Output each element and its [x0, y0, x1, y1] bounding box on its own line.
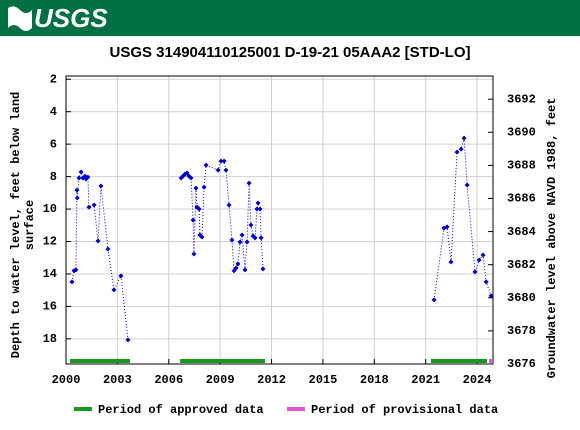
data-point: [86, 204, 92, 210]
data-point: [111, 287, 117, 293]
legend-label: Period of provisional data: [311, 403, 498, 417]
data-point: [73, 267, 79, 273]
y-tick-label: 12: [43, 235, 57, 249]
chart-title: USGS 314904110125001 D-19-21 05AAA2 [STD…: [109, 44, 470, 61]
data-point: [233, 265, 239, 271]
x-tick-label: 2006: [154, 373, 183, 387]
data-point: [95, 238, 101, 244]
y2-tick-label: 3682: [507, 258, 536, 272]
y-tick-label: 14: [43, 267, 57, 281]
y2-tick-label: 3686: [507, 192, 536, 206]
data-point: [255, 200, 261, 206]
data-point: [454, 149, 460, 155]
data-point: [480, 252, 486, 258]
y2-axis-label: Groundwater level above NAVD 1988, feet: [545, 98, 559, 379]
data-point: [223, 167, 229, 173]
data-point: [483, 279, 489, 285]
data-point: [260, 266, 266, 272]
data-line: [71, 170, 129, 340]
data-point: [472, 269, 478, 275]
y2-tick-label: 3690: [507, 125, 536, 139]
data-line: [433, 138, 492, 300]
data-point: [191, 251, 197, 257]
y-tick-label: 4: [50, 105, 57, 119]
data-point: [199, 234, 205, 240]
y-tick-label: 6: [50, 137, 57, 151]
data-point: [76, 175, 82, 181]
x-tick-label: 2012: [257, 373, 286, 387]
data-point: [226, 202, 232, 208]
logo-icon: [8, 6, 32, 32]
data-point: [448, 259, 454, 265]
data-point: [125, 337, 131, 343]
x-tick-label: 2024: [463, 373, 492, 387]
data-point: [118, 273, 124, 279]
data-point: [488, 293, 494, 299]
data-point: [461, 135, 467, 141]
y-tick-label: 16: [43, 300, 57, 314]
y2-tick-label: 3684: [507, 225, 536, 239]
data-point: [246, 180, 252, 186]
header-bar: [0, 0, 580, 36]
y-axis-label: Depth to water level, feet below land: [9, 92, 23, 358]
data-point: [85, 174, 91, 180]
x-tick-label: 2021: [411, 373, 440, 387]
data-point: [69, 279, 75, 285]
period-bar: [430, 359, 488, 363]
data-point: [254, 206, 260, 212]
y-tick-label: 8: [50, 170, 57, 184]
period-bar: [69, 359, 131, 363]
y-tick-label: 18: [43, 332, 57, 346]
y2-tick-label: 3688: [507, 159, 536, 173]
data-point: [248, 222, 254, 228]
data-point: [91, 202, 97, 208]
data-point: [229, 237, 235, 243]
data-point: [78, 169, 84, 175]
y2-tick-label: 3692: [507, 92, 536, 106]
data-point: [193, 185, 199, 191]
data-point: [458, 146, 464, 152]
x-tick-label: 2003: [103, 373, 132, 387]
data-point: [105, 246, 111, 252]
x-tick-label: 2018: [360, 373, 389, 387]
data-point: [215, 167, 221, 173]
data-point: [244, 239, 250, 245]
y-tick-label: 10: [43, 202, 57, 216]
data-point: [444, 224, 450, 230]
data-point: [258, 235, 264, 241]
y-tick-label: 2: [50, 72, 57, 86]
period-bar: [180, 359, 266, 363]
plot-frame: [65, 75, 494, 365]
data-point: [237, 239, 243, 245]
period-bar: [489, 359, 493, 363]
data-point: [242, 267, 248, 273]
y2-tick-label: 3676: [507, 357, 536, 371]
y-axis-label: surface: [23, 200, 37, 250]
x-tick-label: 2015: [309, 373, 338, 387]
data-point: [74, 187, 80, 193]
data-point: [235, 261, 241, 267]
x-tick-label: 2000: [52, 373, 81, 387]
data-point: [431, 297, 437, 303]
data-point: [257, 206, 263, 212]
y2-tick-label: 3680: [507, 291, 536, 305]
data-point: [239, 232, 245, 238]
data-point: [203, 162, 209, 168]
data-point: [188, 175, 194, 181]
data-point: [201, 184, 207, 190]
data-point: [98, 183, 104, 189]
data-point: [74, 195, 80, 201]
data-point: [252, 235, 258, 241]
data-point: [190, 217, 196, 223]
data-point: [464, 182, 470, 188]
data-point: [476, 257, 482, 263]
data-point: [221, 158, 227, 164]
logo-text: USGS: [34, 3, 108, 33]
y2-tick-label: 3678: [507, 324, 536, 338]
data-point: [218, 158, 224, 164]
x-tick-label: 2009: [206, 373, 235, 387]
data-point: [196, 206, 202, 212]
legend-label: Period of approved data: [98, 403, 264, 417]
